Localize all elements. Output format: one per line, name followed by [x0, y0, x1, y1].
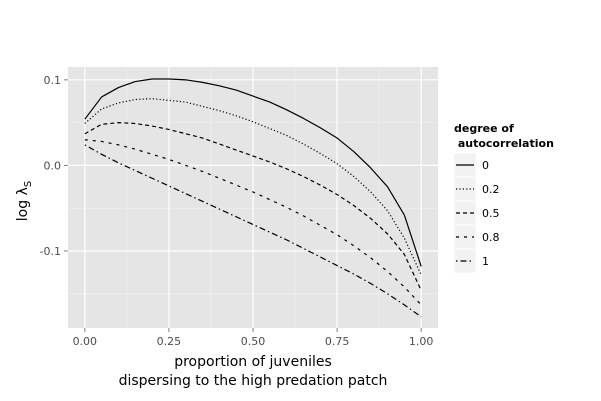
- x-tick-label: 0.75: [325, 335, 350, 348]
- legend-title-line2: autocorrelation: [454, 137, 554, 150]
- x-axis-title-line2: dispersing to the high predation patch: [119, 373, 388, 389]
- series-lines: [84, 78, 422, 318]
- x-tick-label: 1.00: [409, 335, 434, 348]
- series-line-0: [84, 78, 422, 267]
- legend-key-background: [453, 176, 477, 202]
- x-tick-label: 0.50: [241, 335, 266, 348]
- y-axis-title-sub: S: [23, 181, 34, 187]
- legend: degree of autocorrelation 0 0.2 0.5 0.8 1: [453, 122, 554, 274]
- x-tick-label: 0.25: [157, 335, 182, 348]
- legend-label: 0.8: [482, 231, 500, 244]
- axis-ticks: 0.00 0.25 0.50 0.75 1.00 -0.1 0.0 0.1: [40, 74, 434, 348]
- legend-label: 0.5: [482, 207, 500, 220]
- series-line-1: [84, 144, 422, 318]
- series-line-0-8: [84, 139, 422, 306]
- y-tick-label: 0.1: [44, 74, 62, 87]
- y-axis-title: log λS: [15, 181, 34, 221]
- y-axis-title-text: log λS: [15, 181, 34, 221]
- x-axis-title-line1: proportion of juveniles: [174, 354, 332, 370]
- legend-label: 0: [482, 159, 489, 172]
- legend-label: 0.2: [482, 183, 500, 196]
- y-tick-label: -0.1: [40, 245, 61, 258]
- legend-title-line1: degree of: [454, 122, 514, 135]
- x-tick-label: 0.00: [73, 335, 98, 348]
- legend-label: 1: [482, 255, 489, 268]
- y-axis-title-main: log λ: [15, 187, 31, 221]
- y-tick-label: 0.0: [44, 159, 62, 172]
- grid-lines: [68, 67, 438, 328]
- series-line-0-5: [84, 122, 422, 291]
- legend-items: 0 0.2 0.5 0.8 1: [453, 152, 500, 274]
